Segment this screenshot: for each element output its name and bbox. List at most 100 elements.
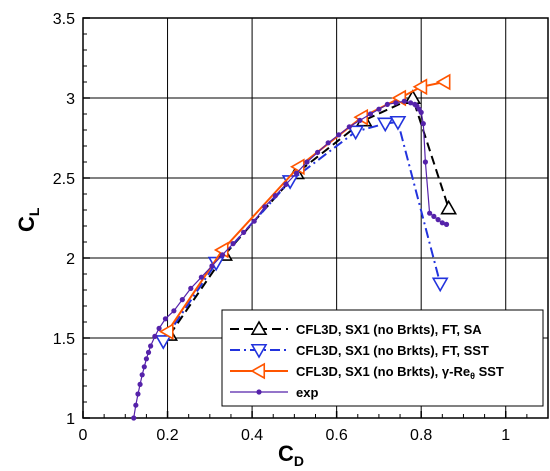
legend-label-main: CFL3D, SX1 (no Brkts), FT, SST — [296, 343, 489, 358]
data-point — [315, 149, 321, 155]
data-point — [367, 111, 374, 117]
data-point — [131, 415, 137, 421]
data-point — [431, 213, 437, 219]
y-tick-label-0: 1 — [66, 411, 75, 428]
legend-label-2: CFL3D, SX1 (no Brkts), γ-Reθ SST — [296, 364, 504, 381]
data-point — [219, 252, 226, 258]
data-point — [346, 124, 352, 130]
legend-label-main: CFL3D, SX1 (no Brkts), γ-Re — [296, 364, 470, 379]
data-point — [241, 229, 247, 235]
data-point — [158, 323, 174, 340]
data-point — [143, 356, 150, 362]
data-point — [179, 297, 185, 303]
x-tick-label-5: 1 — [501, 427, 510, 444]
legend-label-0: CFL3D, SX1 (no Brkts), FT, SA — [296, 322, 482, 337]
data-point — [376, 106, 382, 112]
x-tick-label-0: 0 — [79, 427, 88, 444]
data-point — [230, 241, 236, 247]
data-point — [412, 78, 428, 96]
y-tick-label-4: 3 — [66, 91, 75, 108]
data-point — [152, 333, 158, 339]
series-line-0 — [168, 96, 450, 336]
y-tick-label-2: 2 — [66, 251, 75, 268]
y-axis-title-main: C — [14, 216, 39, 232]
data-point — [422, 159, 429, 165]
y-axis-title: CL — [14, 207, 42, 232]
x-tick-label-3: 0.6 — [326, 427, 348, 444]
data-point — [162, 316, 169, 322]
series-2 — [158, 73, 451, 340]
x-tick-label-2: 0.4 — [241, 427, 263, 444]
legend-marker-3 — [256, 389, 262, 395]
data-point — [251, 218, 257, 224]
data-point — [384, 101, 390, 107]
data-point — [418, 109, 424, 115]
x-axis-title-main: C — [278, 441, 294, 466]
data-point — [272, 193, 278, 199]
legend-entry-2: CFL3D, SX1 (no Brkts), γ-Reθ SST — [230, 362, 504, 381]
data-point — [439, 220, 445, 226]
data-point — [304, 159, 310, 165]
legend-label-main: CFL3D, SX1 (no Brkts), FT, SA — [296, 322, 482, 337]
y-axis-title-sub: L — [26, 207, 42, 216]
legend-box — [221, 309, 544, 407]
data-point — [357, 117, 363, 123]
data-point — [283, 181, 289, 187]
series-3 — [131, 98, 450, 421]
data-point — [145, 349, 152, 355]
data-point — [408, 100, 414, 106]
data-point — [188, 285, 194, 291]
series-0 — [161, 89, 458, 341]
legend-label-suffix: SST — [475, 364, 504, 379]
data-point — [293, 170, 300, 176]
series-layer — [131, 73, 458, 421]
legend-label-sub: θ — [470, 371, 475, 381]
legend-marker-1 — [250, 343, 268, 359]
data-point — [137, 381, 143, 387]
x-tick-label-4: 0.8 — [410, 427, 432, 444]
legend-label-3: exp — [296, 385, 318, 400]
data-point — [435, 73, 451, 91]
x-tick-label-1: 0.2 — [156, 427, 178, 444]
data-point — [336, 132, 342, 138]
legend-marker-0 — [250, 320, 268, 336]
data-point — [443, 221, 450, 227]
data-point — [156, 325, 162, 331]
y-tick-label-1: 1.5 — [53, 331, 75, 348]
data-point — [135, 391, 141, 397]
legend-entry-0: CFL3D, SX1 (no Brkts), FT, SA — [230, 320, 482, 337]
y-axis-ticks: 1 1.5 2 2.5 3 3.5 — [53, 11, 90, 428]
data-point — [431, 277, 449, 293]
data-point — [440, 199, 458, 215]
legend: CFL3D, SX1 (no Brkts), FT, SA CFL3D, SX1 … — [221, 309, 544, 407]
data-point — [171, 308, 177, 314]
legend-label-1: CFL3D, SX1 (no Brkts), FT, SST — [296, 343, 489, 358]
data-point — [133, 402, 139, 408]
y-tick-label-3: 2.5 — [53, 171, 75, 188]
data-point — [420, 121, 426, 127]
data-point — [389, 115, 407, 131]
data-point — [401, 98, 407, 104]
data-point — [427, 210, 433, 216]
legend-entry-3: exp — [230, 385, 318, 400]
data-point — [325, 140, 331, 146]
x-axis-title: CD — [278, 441, 304, 469]
data-point — [141, 364, 147, 370]
data-point — [347, 125, 365, 141]
data-point — [139, 372, 145, 378]
data-point — [289, 158, 305, 176]
data-point — [435, 217, 441, 223]
legend-marker-2 — [250, 362, 266, 380]
series-line-1 — [162, 120, 442, 342]
x-axis-ticks: 0 0.2 0.4 0.6 0.8 1 — [79, 411, 528, 444]
data-point — [209, 263, 215, 269]
data-point — [154, 335, 172, 350]
legend-entry-1: CFL3D, SX1 (no Brkts), FT, SST — [230, 343, 489, 359]
data-point — [148, 343, 154, 349]
x-axis-title-sub: D — [294, 453, 304, 469]
data-point — [393, 100, 399, 106]
data-point — [198, 274, 204, 280]
legend-label-main: exp — [296, 385, 318, 400]
y-tick-label-5: 3.5 — [53, 11, 75, 28]
